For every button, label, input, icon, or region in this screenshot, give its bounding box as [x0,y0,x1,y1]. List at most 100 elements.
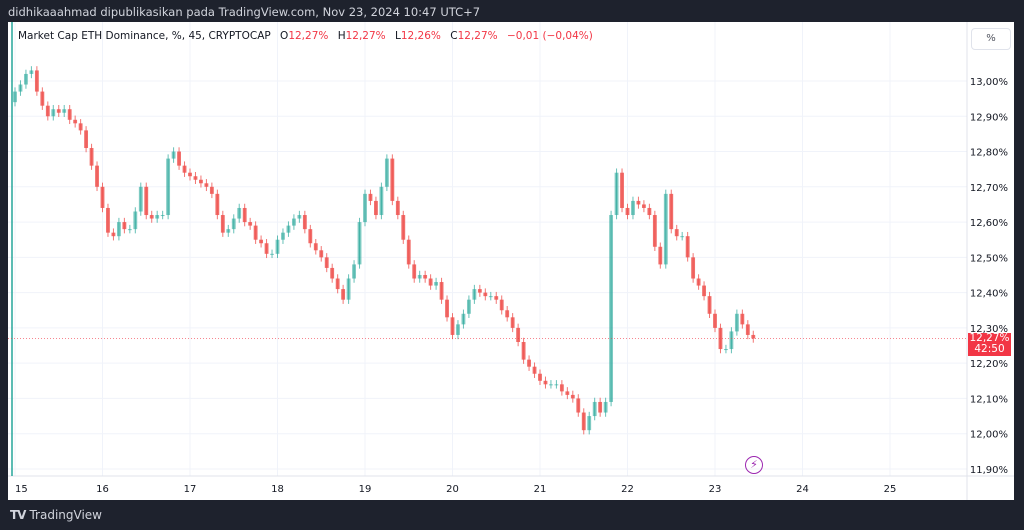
candle-body [505,310,510,318]
candle-body [237,207,242,219]
y-tick-label: 12,40% [970,289,1008,300]
candle-body [745,324,750,335]
candle-body [751,334,756,339]
candle-body [417,274,422,279]
candle-body [663,193,668,265]
candle-body [401,215,406,240]
candle-body [450,317,455,335]
candle-body [510,317,515,328]
candle-body [199,179,203,184]
y-tick-label: 12,90% [970,112,1008,123]
x-tick-label: 16 [96,484,109,495]
low-label: L [395,30,401,42]
brand-name: TradingView [29,508,102,522]
candle-body [696,278,701,286]
candle-body [335,278,340,290]
candle-body [346,278,351,300]
candle-body [171,151,176,159]
candle-body [576,398,581,413]
candle-body [242,207,247,223]
candle-body [702,285,706,297]
candle-body [231,218,236,230]
candle-body [116,222,121,237]
candle-body [352,264,356,279]
candle-body [592,401,597,417]
candle-body [24,73,28,85]
candle-body [166,158,171,216]
candle-body [406,239,411,265]
y-tick-label: 12,00% [970,430,1008,441]
candle-body [226,229,231,233]
candle-body [281,232,285,240]
candle-body [155,215,160,219]
candle-body [412,264,417,279]
x-tick-label: 18 [271,484,284,495]
y-tick-label: 12,20% [970,359,1008,370]
candle-body [483,292,488,297]
candle-body [51,109,56,117]
candle-body [84,130,89,149]
candle-body [499,299,504,311]
candle-body [100,186,105,208]
candle-body [253,225,258,240]
lightning-icon[interactable]: ⚡ [745,456,763,474]
candle-body [456,324,460,335]
y-tick-label: 12,10% [970,394,1008,405]
candle-body [445,299,449,318]
candle-body [680,236,685,238]
candle-body [215,193,220,216]
x-tick-label: 25 [884,484,897,495]
grid [8,22,967,476]
unit-button[interactable]: % [971,28,1011,50]
candle-body [647,207,652,216]
candle-body [106,207,110,233]
candle-body [641,204,646,208]
candle-body [603,401,608,413]
candle-body [308,229,313,244]
last-price-label: 12,27% 42:50 [968,332,1011,356]
candle-body [734,313,739,332]
candle-body [220,215,225,233]
candle-body [559,384,564,392]
change-value: −0,01 (−0,04%) [506,30,593,42]
candle-body [368,193,373,201]
x-tick-label: 21 [534,484,547,495]
candle-body [270,253,274,255]
chart-panel[interactable] [8,22,1014,500]
y-tick-label: 12,80% [970,148,1008,159]
candle-body [62,109,67,113]
candle-body [374,200,378,216]
candle-body [538,373,542,381]
candle-body [620,172,624,208]
candle-body [434,282,439,286]
candle-body [160,215,165,217]
candle-body [570,394,575,399]
candle-body [73,119,78,124]
candle-body [527,359,531,367]
candle-body [636,200,641,205]
publish-info: didhikaaahmad dipublikasikan pada Tradin… [8,5,481,19]
x-tick-label: 19 [359,484,372,495]
candle-body [193,176,198,180]
candles [13,66,756,435]
candle-body [313,243,318,251]
candle-body [18,84,23,92]
candle-body [133,211,138,230]
candle-body [439,282,444,300]
candle-body [390,158,395,201]
y-tick-label: 11,90% [970,465,1008,476]
candle-body [614,172,619,216]
symbol-legend: Market Cap ETH Dominance, %, 45, CRYPTOC… [18,30,593,42]
candle-body [521,341,526,360]
candle-body [549,384,553,386]
candle-body [691,257,696,279]
candle-body [718,327,723,350]
candle-body [264,243,269,254]
candle-body [554,384,559,386]
candle-body [609,215,614,402]
candle-body [587,416,592,431]
candle-body [625,207,630,216]
candle-body [182,165,187,173]
candle-body [248,222,253,226]
